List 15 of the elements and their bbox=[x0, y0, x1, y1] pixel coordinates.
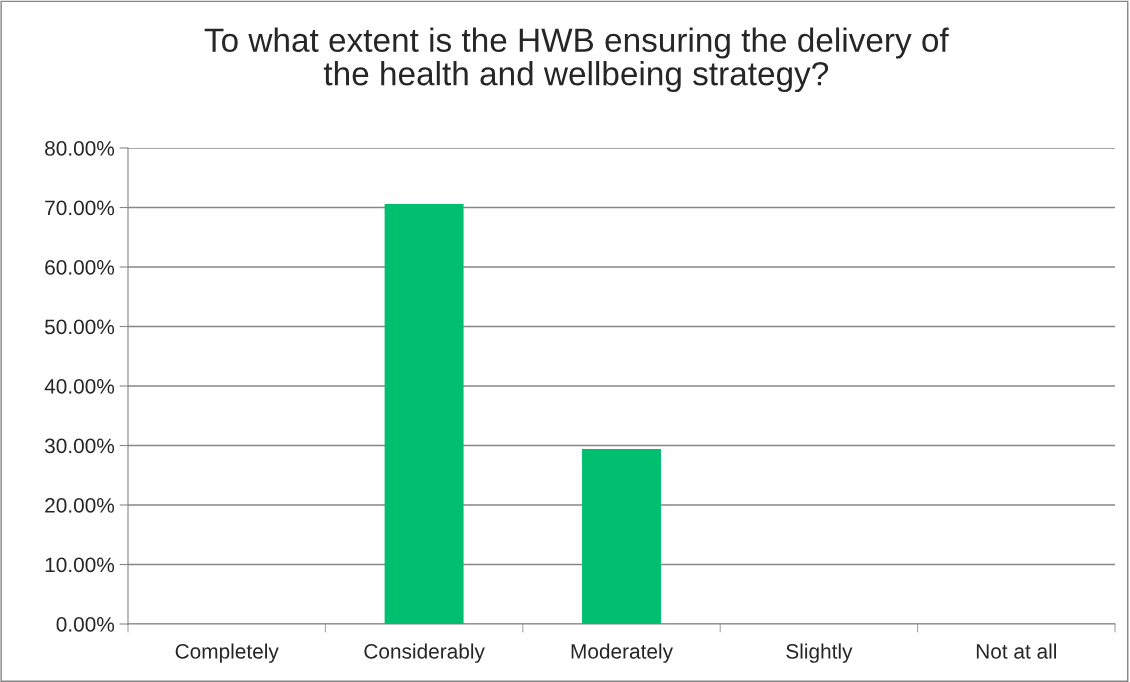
y-tick-label: 60.00% bbox=[45, 260, 115, 275]
y-tick-label: 40.00% bbox=[44, 379, 115, 394]
x-tick-label: Slightly bbox=[786, 643, 853, 663]
y-tick-label: 10.00% bbox=[45, 557, 115, 573]
y-tick-label: 0.00% bbox=[56, 617, 115, 632]
y-tick-label: 30.00% bbox=[44, 438, 115, 454]
chart-title: To what extent is the HWB ensuring the delivery of the health and wellbeing strategy? bbox=[204, 27, 949, 93]
x-tick-label: Completely bbox=[175, 643, 279, 663]
x-tick-label: Not at all bbox=[976, 643, 1057, 659]
x-tick-label: Moderately bbox=[571, 643, 673, 663]
x-tick-label: Considerably bbox=[364, 643, 485, 663]
y-tick-label: 50.00% bbox=[44, 319, 115, 335]
y-tick-label: 20.00% bbox=[45, 498, 115, 513]
y-tick-label: 70.00% bbox=[45, 200, 115, 216]
y-tick-label: 80.00% bbox=[45, 141, 115, 156]
